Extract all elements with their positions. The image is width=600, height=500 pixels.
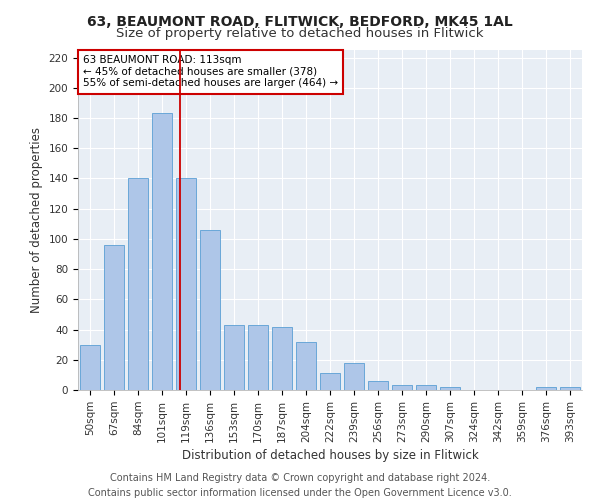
Text: 63 BEAUMONT ROAD: 113sqm
← 45% of detached houses are smaller (378)
55% of semi-: 63 BEAUMONT ROAD: 113sqm ← 45% of detach… [83, 55, 338, 88]
Bar [224, 325, 244, 390]
Bar [416, 386, 436, 390]
Text: Contains HM Land Registry data © Crown copyright and database right 2024.
Contai: Contains HM Land Registry data © Crown c… [88, 472, 512, 498]
Bar [368, 381, 388, 390]
Bar [344, 363, 364, 390]
Bar [104, 245, 124, 390]
X-axis label: Distribution of detached houses by size in Flitwick: Distribution of detached houses by size … [182, 449, 478, 462]
Bar [392, 386, 412, 390]
Bar [152, 114, 172, 390]
Y-axis label: Number of detached properties: Number of detached properties [30, 127, 43, 313]
Bar [320, 374, 340, 390]
Bar [80, 344, 100, 390]
Bar [560, 387, 580, 390]
Bar [272, 326, 292, 390]
Bar [128, 178, 148, 390]
Text: Size of property relative to detached houses in Flitwick: Size of property relative to detached ho… [116, 28, 484, 40]
Bar [200, 230, 220, 390]
Text: 63, BEAUMONT ROAD, FLITWICK, BEDFORD, MK45 1AL: 63, BEAUMONT ROAD, FLITWICK, BEDFORD, MK… [87, 15, 513, 29]
Bar [440, 387, 460, 390]
Bar [536, 387, 556, 390]
Bar [248, 325, 268, 390]
Bar [296, 342, 316, 390]
Bar [176, 178, 196, 390]
